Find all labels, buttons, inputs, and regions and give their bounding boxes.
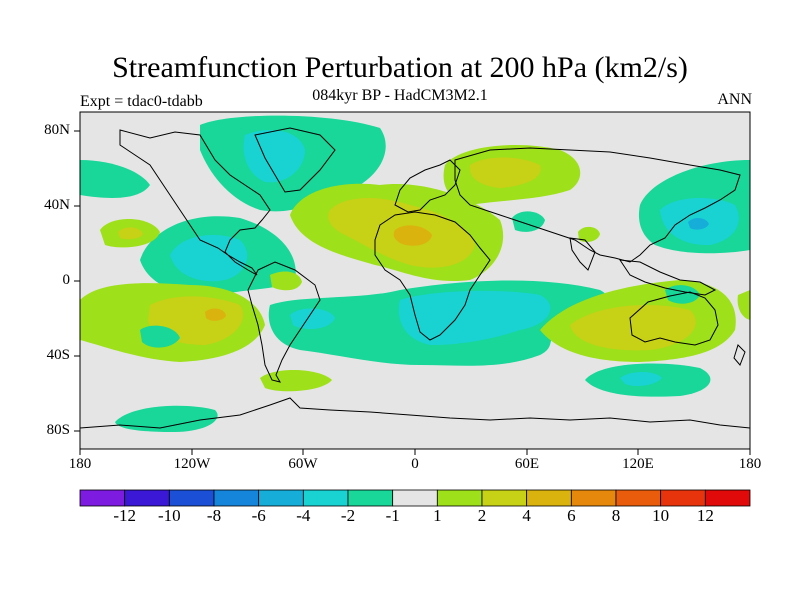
contour-pacific-edge-neg1: [80, 160, 150, 198]
colorbar: [79, 489, 751, 507]
contour-africa-pos3: [393, 225, 432, 246]
colorbar-tick-label: 12: [696, 506, 714, 525]
colorbar-swatch: [481, 489, 528, 507]
coastline-asia: [454, 147, 741, 263]
contour-india-pos1: [578, 226, 600, 242]
colorbar-tick-label: 6: [567, 506, 576, 525]
ytick-label: 40N: [44, 197, 70, 213]
colorbar-swatch: [570, 489, 617, 507]
xtick-label: 60W: [288, 456, 318, 472]
coastline-greenland: [254, 127, 336, 193]
colorbar-tick-label: -6: [251, 506, 266, 525]
colorbar-tick-label: -1: [385, 506, 400, 525]
map-subtitle: 084kyr BP - HadCM3M2.1: [312, 87, 488, 104]
colorbar-tick-label: 1: [433, 506, 442, 525]
contour-siberia-pos2: [469, 157, 541, 188]
contour-south-pacific-neg1: [140, 325, 180, 348]
colorbar-swatch: [124, 489, 170, 507]
colorbar-swatch: [168, 489, 215, 507]
colorbar-tick-label: -2: [340, 506, 356, 525]
colorbar-swatch: [392, 489, 438, 507]
colorbar-tick-label: -4: [296, 506, 311, 525]
colorbar-swatch: [436, 489, 483, 507]
contour-southern-band-neg2: [398, 290, 551, 345]
colorbar-tick-label: 8: [611, 506, 621, 525]
xtick-label: 60E: [514, 456, 540, 472]
colorbar-swatch: [615, 489, 662, 507]
ytick-label: 0: [62, 272, 71, 288]
colorbar-swatch: [660, 489, 706, 507]
colorbar-swatch: [704, 489, 751, 507]
contour-southern-band-neg2b: [290, 308, 335, 330]
contour-nw-pacific-neg3: [688, 218, 709, 230]
colorbar-tick-label: 4: [522, 506, 531, 525]
colorbar-swatch: [347, 489, 394, 507]
xtick-label: 0: [411, 456, 419, 472]
experiment-label: Expt = tdac0-tdabb: [80, 93, 203, 110]
colorbar-swatch: [526, 489, 572, 507]
axis-ticks: [74, 130, 751, 455]
coastline-south-america: [247, 261, 321, 383]
contour-s-ocean-neg2: [620, 372, 662, 386]
ytick-label: 80S: [46, 422, 70, 438]
colorbar-tick-label: -8: [206, 506, 222, 525]
contour-s-atlantic-pos1: [270, 271, 302, 291]
colorbar-tick-label: 2: [477, 506, 487, 525]
coastline-europe: [394, 159, 461, 213]
coastline-australia: [629, 291, 719, 346]
xtick-label: 180: [68, 456, 92, 472]
coastline-africa: [374, 211, 491, 341]
ytick-label: 80N: [44, 122, 70, 138]
colorbar-tick-label: 10: [652, 506, 670, 525]
colorbar-tick-label: -12: [113, 506, 136, 525]
map-title: Streamfunction Perturbation at 200 hPa (…: [112, 51, 688, 84]
coastline-north-america: [119, 129, 271, 276]
coastlines: [80, 127, 750, 429]
contour-s-ocean-pos1: [260, 369, 332, 392]
contour-south-pacific-pos3: [205, 308, 226, 321]
streamfunction-field: [80, 112, 750, 449]
contour-s-ocean-neg3: [115, 405, 218, 432]
colorbar-swatch: [79, 489, 126, 507]
contour-caribbean-neg2: [170, 235, 248, 282]
coastline-new-zealand: [733, 344, 746, 366]
colorbar-tick-label: -10: [157, 506, 181, 525]
xtick-label: 180: [738, 456, 762, 472]
coastline-antarctica: [80, 397, 750, 429]
contour-pacific-pos2: [118, 227, 143, 240]
xtick-label: 120E: [622, 456, 654, 472]
coastline-india: [569, 237, 596, 271]
season-label: ANN: [717, 91, 752, 108]
colorbar-swatch: [302, 489, 349, 507]
colorbar-swatch: [213, 489, 260, 507]
xtick-label: 120W: [173, 456, 211, 472]
ytick-label: 40S: [46, 347, 70, 363]
contour-east-edge-pos1: [737, 290, 750, 320]
coastline-southeast-asia: [618, 259, 717, 296]
colorbar-swatch: [258, 489, 304, 507]
